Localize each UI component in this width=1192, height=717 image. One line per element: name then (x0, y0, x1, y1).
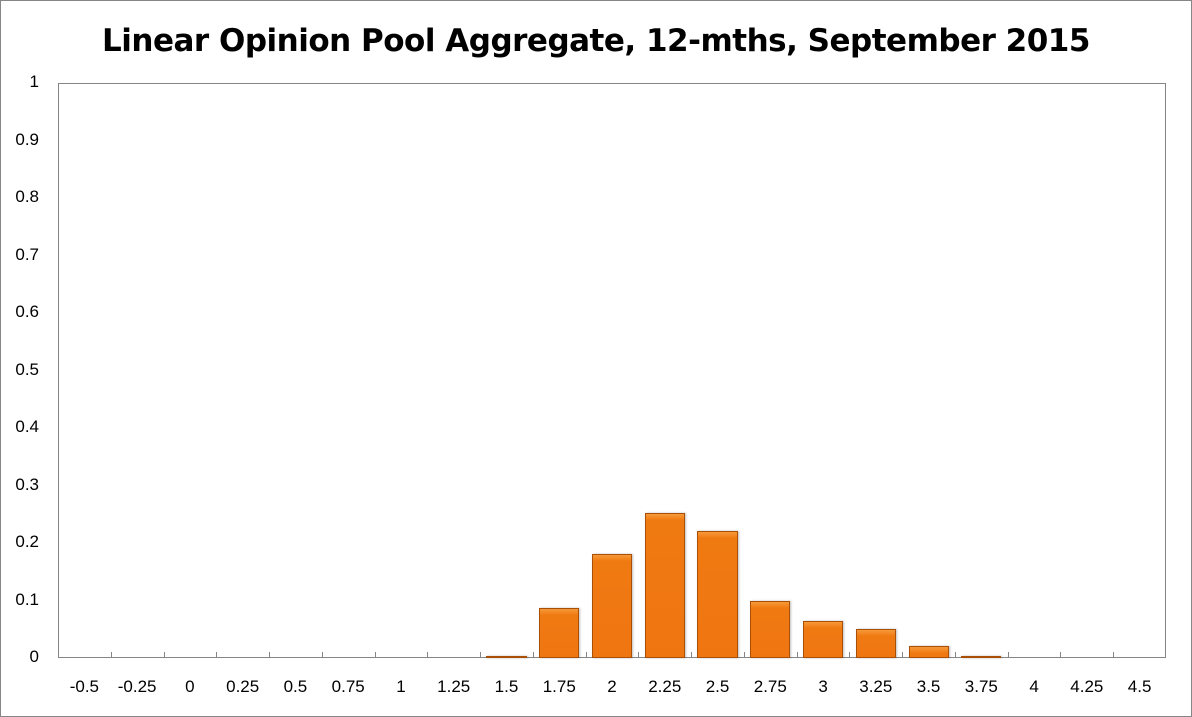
bar-2.75 (750, 601, 791, 658)
y-tick-label: 1 (29, 72, 39, 91)
x-tick-label: 3.5 (916, 677, 941, 696)
x-tick-mark (269, 652, 271, 658)
x-tick-label: -0.25 (117, 677, 157, 696)
bar-3.5 (908, 645, 949, 658)
x-tick-label: 0.25 (226, 677, 260, 696)
x-tick-label: 1.75 (542, 677, 576, 696)
y-tick-label: 0.2 (15, 532, 39, 551)
x-tick-mark (480, 652, 482, 658)
x-tick-label: 1.5 (494, 677, 519, 696)
x-tick-mark (743, 652, 745, 658)
y-tick-label: 0.8 (15, 187, 39, 206)
bar-2.5 (697, 530, 738, 658)
x-tick-label: 0.5 (283, 677, 308, 696)
x-tick-mark (954, 652, 956, 658)
y-tick-label: 0.1 (15, 589, 39, 609)
bar-1.5 (486, 656, 527, 658)
bar-2 (591, 553, 633, 658)
bar-3 (802, 621, 844, 658)
x-tick-mark (532, 652, 534, 658)
y-tick-label: 0.4 (15, 417, 39, 436)
bar-3.75 (961, 656, 1002, 658)
x-tick-label: 3.25 (859, 677, 893, 696)
bar-2.25 (644, 512, 685, 658)
chart-title: Linear Opinion Pool Aggregate, 12-mths, … (102, 23, 1090, 59)
x-tick-label: 3.75 (964, 677, 998, 696)
y-tick-label: 0.5 (15, 359, 39, 379)
x-tick-label: -0.5 (69, 677, 100, 696)
x-tick-label: 2.25 (648, 677, 682, 696)
x-tick-label: 2.5 (705, 677, 730, 696)
x-tick-mark (796, 652, 798, 658)
y-tick-label: 0.3 (15, 474, 39, 494)
y-tick-label: 0.6 (15, 302, 39, 321)
x-tick-label: 1.25 (437, 677, 471, 696)
x-tick-label: 2 (607, 677, 617, 696)
x-tick-mark (902, 652, 904, 658)
x-tick-mark (1007, 652, 1009, 658)
x-tick-mark (1113, 652, 1115, 658)
x-tick-label: 3 (818, 677, 828, 696)
x-tick-mark (638, 652, 640, 658)
x-tick-mark (216, 652, 218, 658)
bar-1.75 (539, 607, 580, 658)
x-tick-label: 4.5 (1127, 677, 1152, 696)
x-tick-label: 1 (396, 677, 406, 696)
x-tick-label: 0.75 (331, 677, 365, 696)
x-tick-mark (110, 652, 112, 658)
x-tick-mark (163, 652, 165, 658)
x-tick-label: 4.25 (1070, 677, 1104, 696)
x-tick-mark (691, 652, 693, 658)
x-tick-label: 0 (185, 677, 195, 696)
y-tick-label: 0 (29, 647, 39, 666)
x-tick-mark (427, 652, 429, 658)
bar-3.25 (855, 629, 896, 658)
x-tick-mark (849, 652, 851, 658)
x-tick-label: 2.75 (753, 677, 787, 696)
x-tick-mark (374, 652, 376, 658)
y-tick-label: 0.9 (15, 129, 39, 149)
x-tick-mark (321, 652, 323, 658)
x-tick-label: 4 (1029, 677, 1039, 696)
y-tick-label: 0.7 (15, 244, 39, 264)
x-tick-mark (585, 652, 587, 658)
x-tick-mark (1060, 652, 1062, 658)
